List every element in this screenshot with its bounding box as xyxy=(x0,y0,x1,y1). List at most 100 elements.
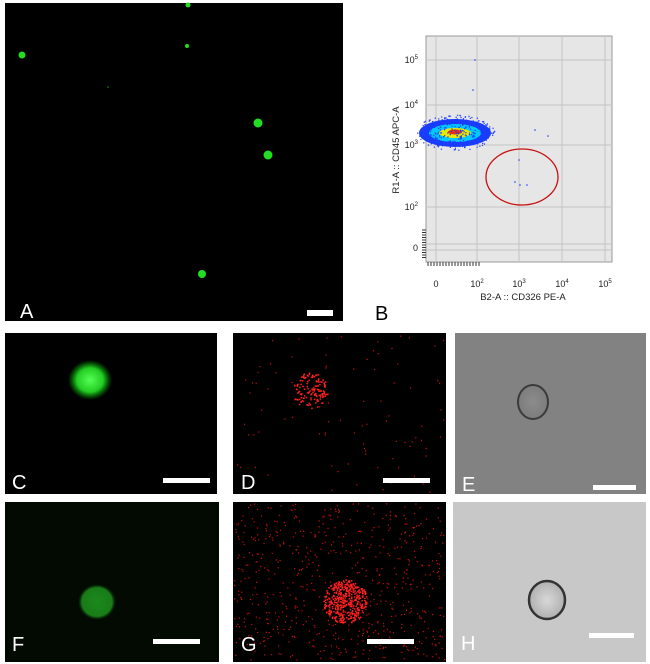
speckle xyxy=(335,601,338,604)
speckle xyxy=(340,589,342,592)
speckle xyxy=(326,393,328,396)
speckle xyxy=(370,600,372,603)
speckle xyxy=(310,550,312,552)
speckle xyxy=(343,599,345,601)
speckle xyxy=(321,396,324,399)
speckle xyxy=(311,374,314,377)
speckle xyxy=(294,567,296,570)
speckle xyxy=(328,603,331,606)
speckle xyxy=(298,390,301,393)
speckle xyxy=(434,541,437,543)
speckle xyxy=(344,621,347,623)
speckle xyxy=(382,647,384,650)
speckle xyxy=(356,510,358,512)
speckle xyxy=(340,581,343,584)
speckle xyxy=(350,605,353,608)
speckle xyxy=(248,612,250,614)
event xyxy=(485,124,487,126)
event xyxy=(454,125,456,128)
event xyxy=(449,123,451,125)
speckle xyxy=(366,358,368,360)
speckle xyxy=(339,614,342,617)
speckle xyxy=(244,626,246,628)
event xyxy=(442,136,445,138)
speckle xyxy=(340,619,343,621)
speckle xyxy=(327,552,330,554)
speckle xyxy=(339,654,341,656)
speckle xyxy=(328,609,330,611)
speckle xyxy=(272,539,274,541)
speckle xyxy=(365,601,368,604)
event xyxy=(465,119,468,121)
speckle xyxy=(316,569,319,571)
event xyxy=(466,140,469,142)
speckle xyxy=(362,591,364,593)
event xyxy=(480,140,483,142)
speckle xyxy=(283,521,286,524)
speckle xyxy=(246,643,248,646)
speckle xyxy=(338,604,341,607)
speckle xyxy=(255,382,257,384)
speckle xyxy=(377,633,380,635)
event xyxy=(440,126,442,128)
speckle xyxy=(249,598,252,601)
speckle xyxy=(335,604,338,607)
speckle xyxy=(368,622,370,625)
event xyxy=(472,89,474,91)
event xyxy=(456,120,459,123)
speckle xyxy=(338,590,341,593)
speckle xyxy=(362,443,365,445)
event xyxy=(473,135,476,138)
speckle xyxy=(353,432,356,434)
speckle xyxy=(276,535,278,537)
speckle xyxy=(372,350,374,352)
event xyxy=(459,135,461,138)
speckle xyxy=(314,589,316,591)
speckle xyxy=(361,568,363,570)
speckle xyxy=(376,568,378,570)
speckle xyxy=(337,586,340,589)
speckle xyxy=(368,547,371,549)
speckle xyxy=(432,587,434,590)
speckle xyxy=(409,387,412,389)
speckle xyxy=(342,611,344,613)
speckle xyxy=(354,615,356,617)
speckle xyxy=(266,601,268,603)
speckle xyxy=(313,639,315,641)
event xyxy=(472,134,475,136)
speckle xyxy=(308,391,310,393)
speckle xyxy=(346,587,348,590)
speckle xyxy=(377,466,379,469)
speckle xyxy=(259,617,261,619)
speckle xyxy=(325,602,327,604)
speckle xyxy=(312,589,314,591)
speckle xyxy=(405,645,407,648)
event xyxy=(439,143,442,146)
speckle xyxy=(338,601,340,603)
speckle xyxy=(274,573,276,575)
tick-base: 10 xyxy=(470,279,480,289)
speckle xyxy=(395,573,397,575)
speckle xyxy=(336,505,339,507)
event xyxy=(452,121,454,124)
event xyxy=(441,119,443,121)
speckle xyxy=(378,581,380,584)
speckle xyxy=(376,603,378,605)
speckle xyxy=(353,591,355,593)
speckle xyxy=(410,607,412,610)
speckle xyxy=(270,507,272,509)
speckle xyxy=(329,601,332,603)
speckle xyxy=(349,585,351,588)
event xyxy=(464,134,466,136)
speckle xyxy=(340,336,342,338)
speckle xyxy=(253,521,255,523)
speckle xyxy=(362,611,364,614)
speckle xyxy=(383,623,385,625)
speckle xyxy=(284,524,287,526)
speckle xyxy=(358,571,360,574)
speckle xyxy=(341,604,343,607)
speckle xyxy=(321,392,324,395)
speckle xyxy=(237,535,239,537)
speckle xyxy=(257,553,259,555)
speckle xyxy=(432,635,434,638)
